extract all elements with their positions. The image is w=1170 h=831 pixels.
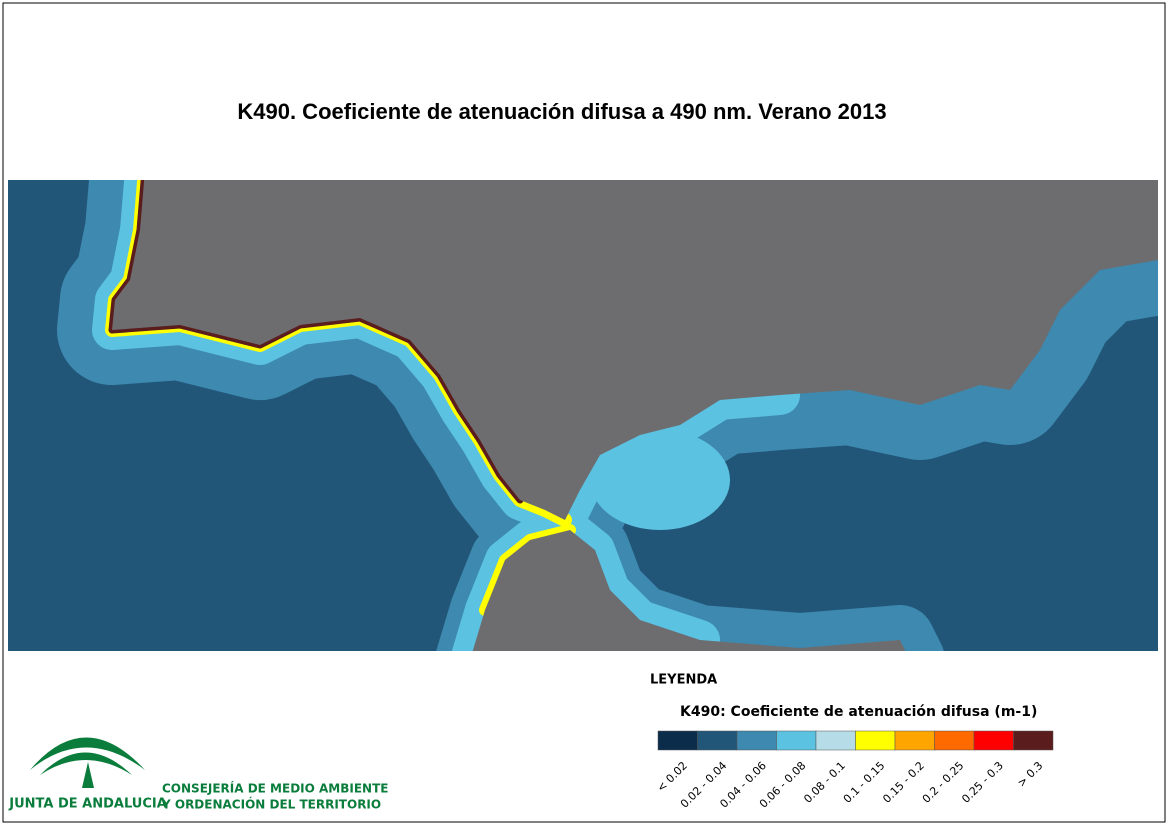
- land-south: [472, 530, 906, 651]
- legend-swatch: [855, 730, 896, 751]
- legend-swatch: [657, 730, 698, 751]
- legend-swatch: [934, 730, 975, 751]
- logo-arc: [40, 752, 132, 775]
- logo-arc: [30, 737, 145, 770]
- legend-heading: LEYENDA: [650, 673, 717, 688]
- logo-name: JUNTA DE ANDALUCIA: [8, 797, 167, 812]
- legend-title: K490: Coeficiente de atenuación difusa (…: [680, 704, 1037, 720]
- logo-line: CONSEJERÍA DE MEDIO AMBIENTE: [162, 781, 388, 796]
- logo: JUNTA DE ANDALUCIA CONSEJERÍA DE MEDIO A…: [8, 737, 388, 812]
- logo-line: Y ORDENACIÓN DEL TERRITORIO: [161, 797, 381, 812]
- legend-swatch: [815, 730, 856, 751]
- legend-swatch: [1013, 730, 1054, 751]
- title: K490. Coeficiente de atenuación difusa a…: [237, 99, 886, 124]
- legend-swatch: [973, 730, 1014, 751]
- legend-swatch: [776, 730, 817, 751]
- band: [590, 430, 730, 530]
- band: [700, 510, 840, 610]
- map: [8, 180, 1158, 651]
- legend-swatch: [894, 730, 935, 751]
- legend-swatch: [697, 730, 738, 751]
- legend-swatch: [736, 730, 777, 751]
- logo-column: [82, 762, 94, 788]
- land-north: [112, 180, 1158, 520]
